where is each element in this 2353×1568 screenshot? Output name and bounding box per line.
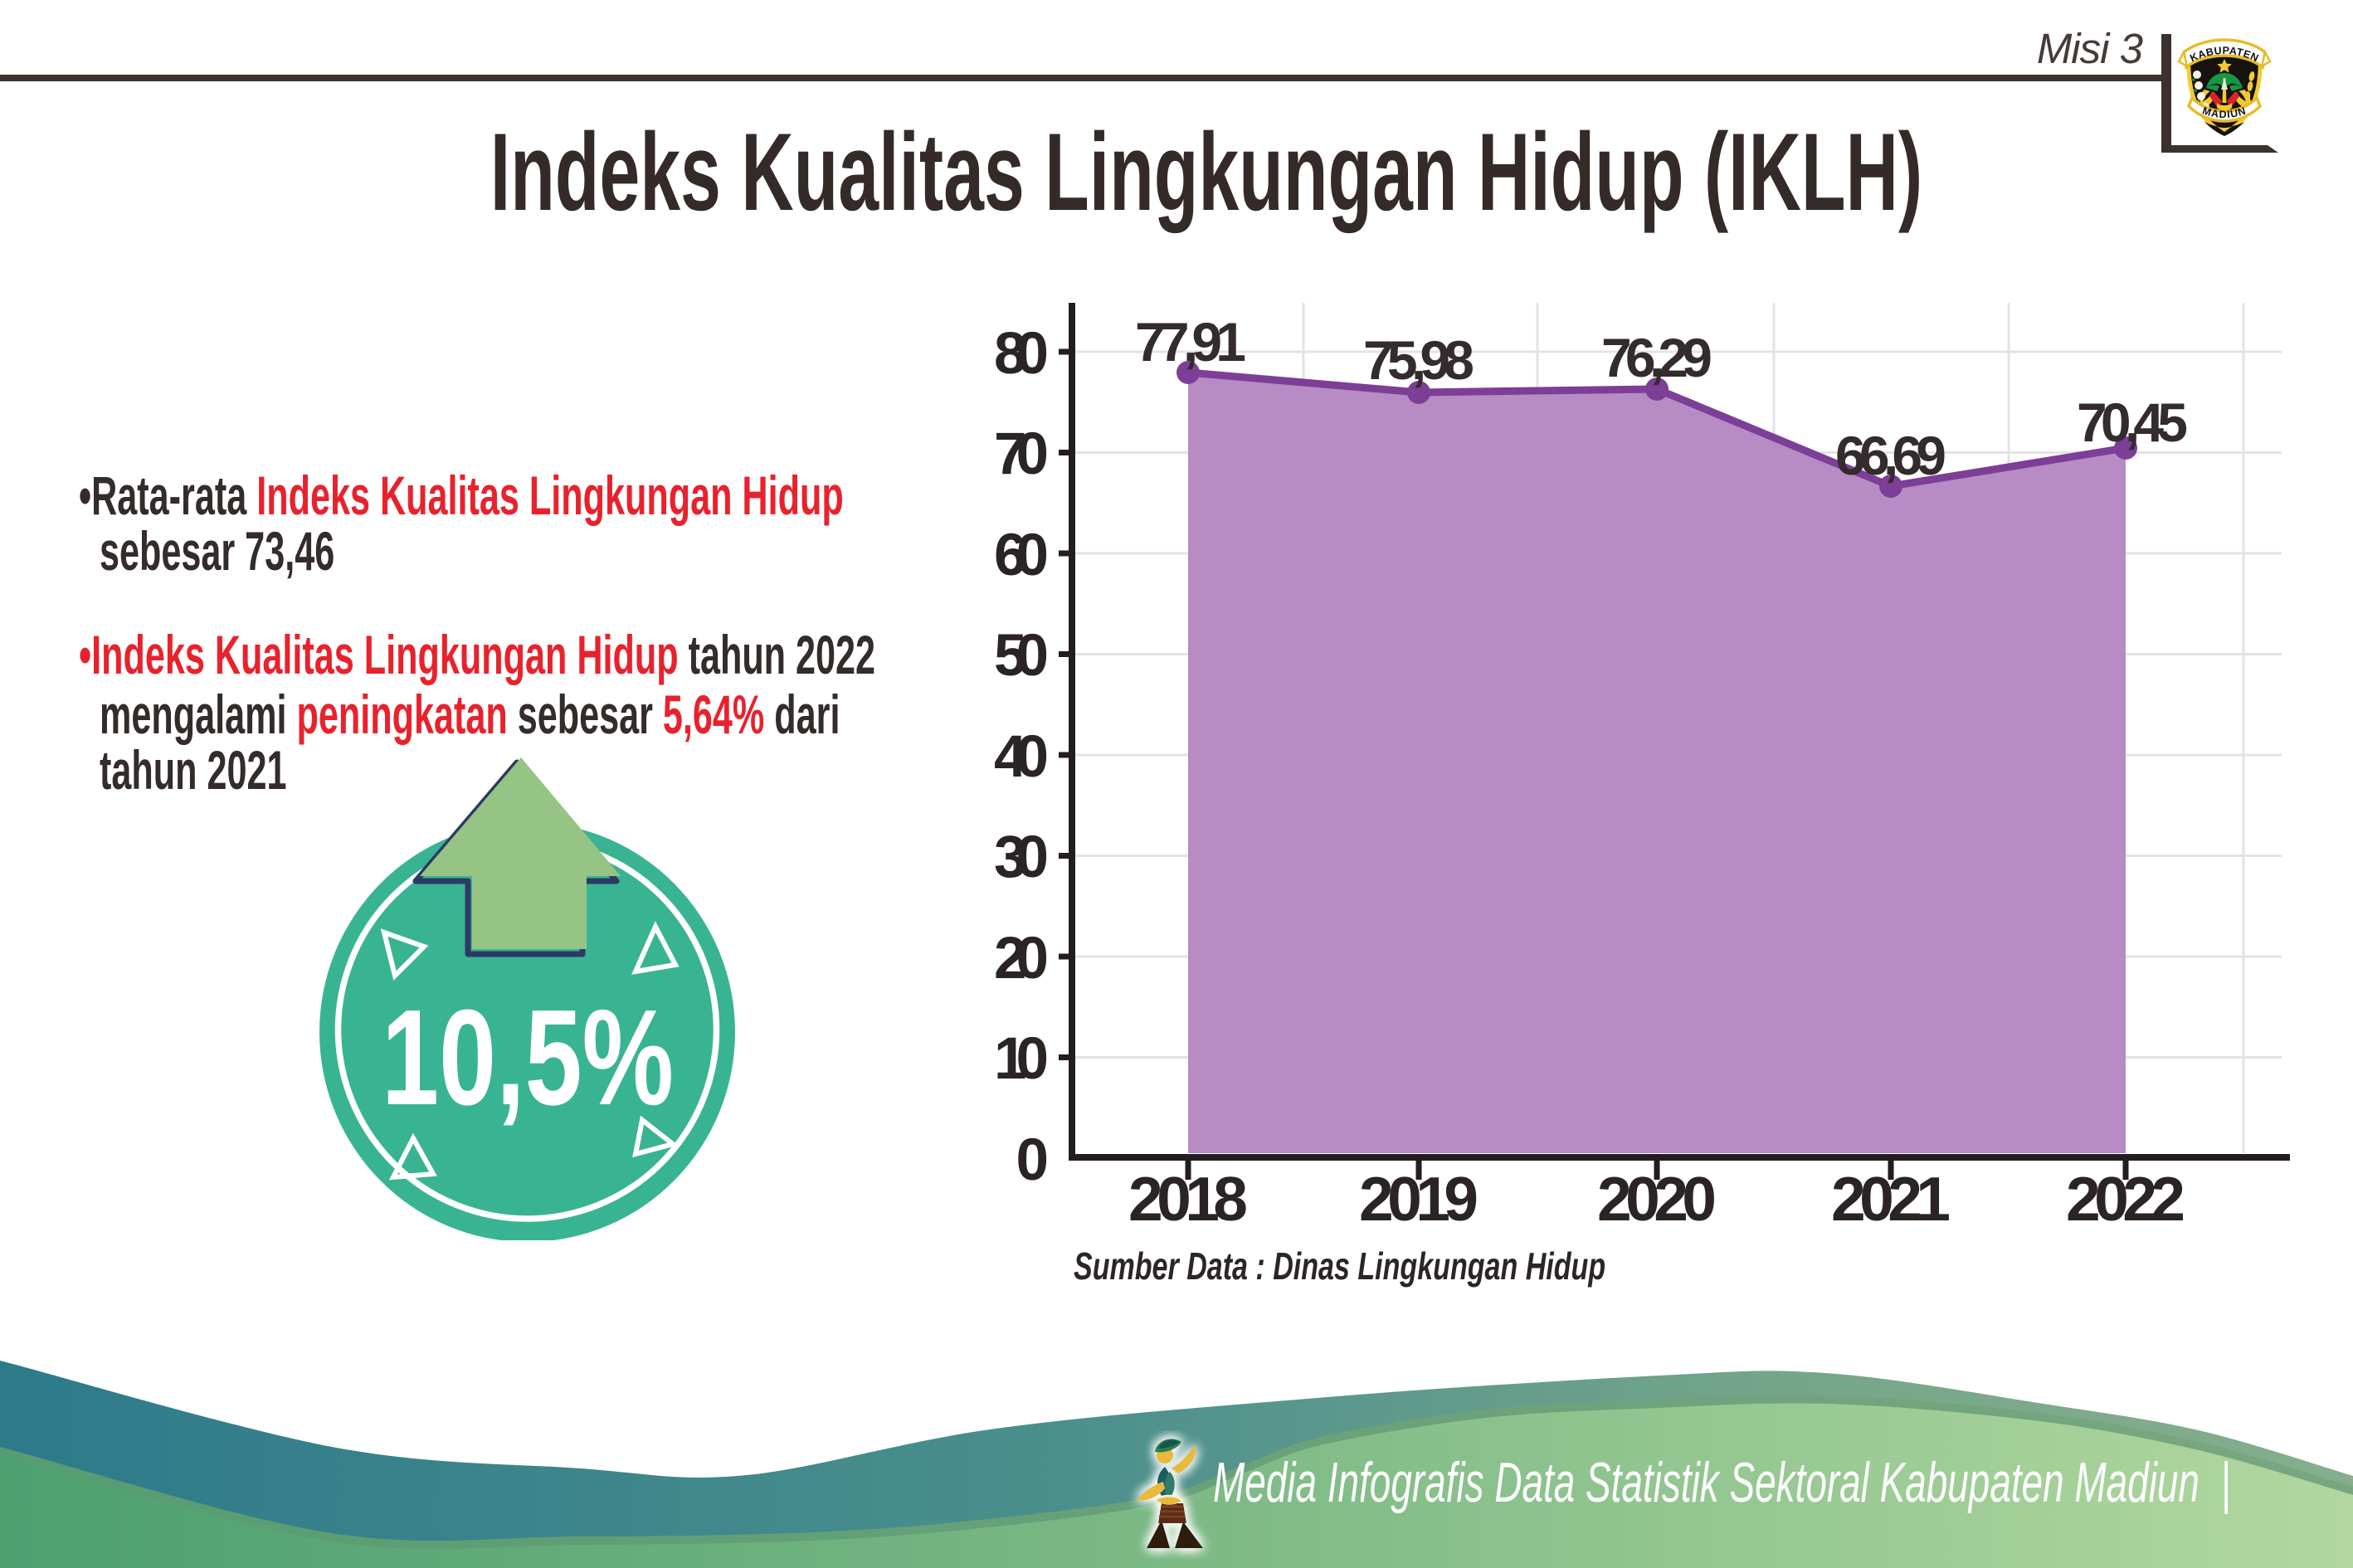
svg-text:70: 70 — [994, 421, 1049, 487]
svg-text:0: 0 — [1016, 1127, 1050, 1193]
svg-text:66,69: 66,69 — [1835, 425, 1946, 486]
svg-text:10,5%: 10,5% — [382, 981, 674, 1133]
svg-text:2018: 2018 — [1128, 1164, 1248, 1234]
svg-text:75,98: 75,98 — [1363, 329, 1474, 391]
svg-text:50: 50 — [994, 623, 1049, 689]
svg-text:MADIUN: MADIUN — [2201, 105, 2248, 120]
svg-text:60: 60 — [994, 523, 1049, 588]
svg-text:20: 20 — [994, 926, 1049, 991]
svg-text:80: 80 — [994, 321, 1049, 387]
svg-text:70,45: 70,45 — [2077, 392, 2188, 453]
svg-text:40: 40 — [994, 724, 1049, 790]
svg-text:77,91: 77,91 — [1135, 311, 1246, 373]
svg-text:2020: 2020 — [1597, 1164, 1717, 1234]
svg-text:30: 30 — [994, 825, 1049, 890]
svg-text:2021: 2021 — [1831, 1164, 1951, 1234]
svg-text:2019: 2019 — [1359, 1164, 1479, 1234]
svg-text:2022: 2022 — [2066, 1164, 2185, 1234]
svg-text:10: 10 — [994, 1026, 1049, 1092]
svg-text:76,29: 76,29 — [1601, 327, 1712, 388]
